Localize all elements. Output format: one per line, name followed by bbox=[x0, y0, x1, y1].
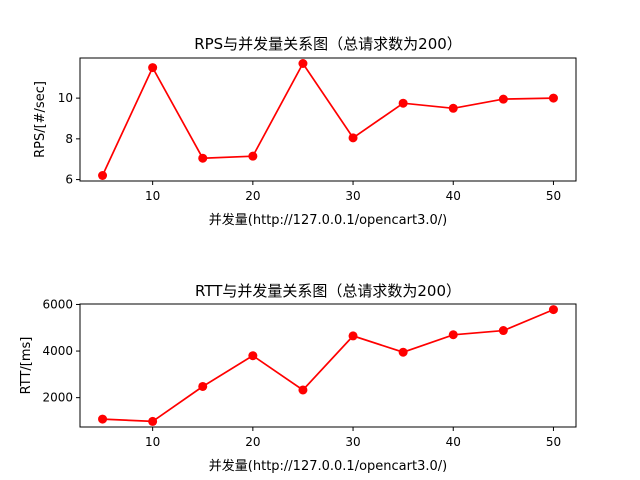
rtt-chart: RTT与并发量关系图（总请求数为200） 10 20 30 40 50 2000 4000 60… bbox=[19, 282, 577, 474]
rtt-series-line bbox=[102, 308, 554, 423]
rtt-y-tick-label: 6000 bbox=[42, 297, 73, 311]
rps-y-axis-label: RPS/[#/sec] bbox=[33, 81, 48, 158]
rtt-plot-frame bbox=[79, 303, 577, 428]
rps-x-tick-label: 40 bbox=[446, 189, 461, 203]
rtt-y-axis-label: RTT/[ms] bbox=[19, 337, 34, 395]
rtt-x-tick-label: 50 bbox=[546, 435, 561, 449]
rtt-x-tick-label: 40 bbox=[446, 435, 461, 449]
rps-data-point bbox=[98, 171, 108, 181]
rtt-x-tick-label: 20 bbox=[245, 435, 260, 449]
rtt-data-point bbox=[348, 331, 358, 341]
rtt-data-point bbox=[298, 385, 308, 395]
rps-data-point bbox=[498, 94, 508, 104]
rps-series-line bbox=[101, 61, 554, 176]
rps-data-point bbox=[548, 93, 558, 103]
rps-x-tick-label: 20 bbox=[245, 189, 260, 203]
rtt-data-point bbox=[248, 351, 258, 361]
rps-data-point bbox=[448, 103, 458, 113]
rps-y-tick-label: 10 bbox=[58, 91, 73, 105]
rps-x-tick-label: 50 bbox=[546, 189, 561, 203]
rps-x-tick-label: 10 bbox=[145, 189, 160, 203]
rtt-y-tick-label: 4000 bbox=[42, 344, 73, 358]
rps-chart: RPS与并发量关系图（总请求数为200） 10 20 30 40 50 6 8 10 并发量(ht… bbox=[33, 35, 577, 228]
rps-data-point bbox=[298, 58, 308, 68]
rps-data-point bbox=[198, 153, 208, 163]
rps-x-axis-label: 并发量(http://127.0.0.1/opencart3.0/) bbox=[209, 212, 447, 228]
rtt-data-point bbox=[198, 381, 208, 391]
rps-data-point bbox=[348, 133, 358, 143]
rtt-data-point bbox=[448, 330, 458, 340]
rtt-data-point bbox=[148, 416, 158, 426]
rtt-chart-title: RTT与并发量关系图（总请求数为200） bbox=[195, 282, 461, 300]
rtt-y-tick-label: 2000 bbox=[42, 391, 73, 405]
rtt-data-point bbox=[398, 347, 408, 357]
rtt-x-axis-label: 并发量(http://127.0.0.1/opencart3.0/) bbox=[209, 458, 447, 474]
rtt-x-tick-label: 30 bbox=[345, 435, 360, 449]
rps-plot-frame bbox=[79, 57, 577, 182]
rps-data-point bbox=[148, 63, 158, 73]
rps-data-point bbox=[248, 151, 258, 161]
rtt-data-point bbox=[498, 326, 508, 336]
rtt-data-point bbox=[548, 305, 558, 315]
rps-data-point bbox=[398, 98, 408, 108]
rtt-x-tick-label: 10 bbox=[145, 435, 160, 449]
rps-y-tick-label: 8 bbox=[65, 132, 73, 146]
rps-x-tick-label: 30 bbox=[345, 189, 360, 203]
rps-y-tick-label: 6 bbox=[65, 173, 73, 187]
rps-chart-title: RPS与并发量关系图（总请求数为200） bbox=[194, 35, 462, 53]
rtt-data-point bbox=[98, 414, 108, 424]
